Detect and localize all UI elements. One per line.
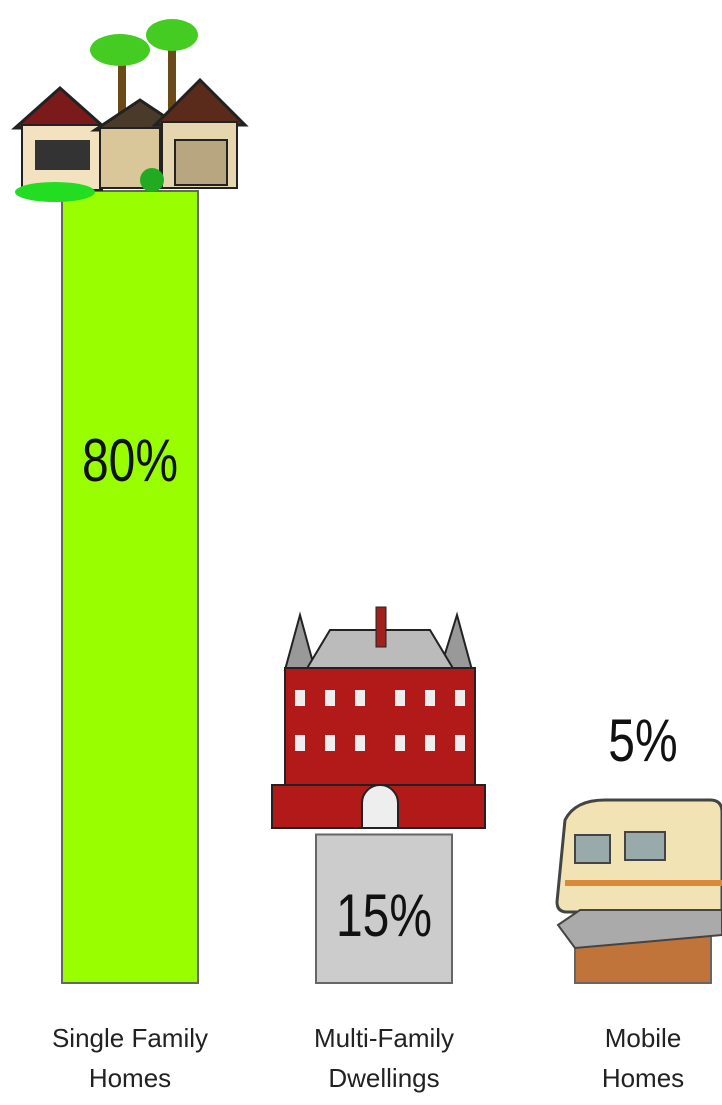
trailer-icon bbox=[555, 798, 722, 950]
value-label: 80% bbox=[82, 427, 178, 494]
value-label: 5% bbox=[608, 707, 677, 774]
category-label: Multi-Family Dwellings bbox=[313, 1023, 455, 1093]
category-label: Mobile Homes bbox=[601, 1023, 685, 1093]
house-icon bbox=[11, 19, 249, 202]
bar bbox=[315, 833, 453, 984]
pictograms bbox=[11, 19, 722, 950]
value-label: 15% bbox=[336, 882, 432, 949]
bar bbox=[61, 190, 199, 984]
building-icon bbox=[271, 606, 486, 829]
category-label: Single Family Homes bbox=[51, 1023, 209, 1093]
